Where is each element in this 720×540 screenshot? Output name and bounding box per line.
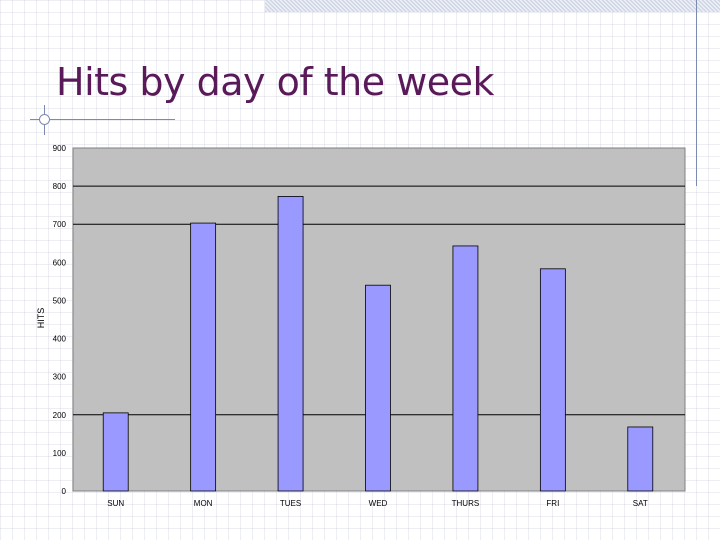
- y-tick-label: 0: [62, 487, 67, 496]
- y-axis-label: HITS: [36, 308, 46, 329]
- bar-wed: [365, 284, 391, 492]
- y-tick-label: 600: [53, 258, 67, 267]
- x-tick-label: FRI: [546, 499, 559, 508]
- x-tick-label: MON: [194, 499, 213, 508]
- x-tick-label: WED: [369, 499, 388, 508]
- y-tick-label: 500: [53, 296, 67, 305]
- bar-sun: [102, 412, 129, 492]
- bar-tues: [277, 196, 304, 492]
- y-tick-label: 700: [53, 220, 67, 229]
- x-tick-label: SUN: [107, 499, 124, 508]
- title-underline: [30, 119, 175, 120]
- slide-title: Hits by day of the week: [56, 60, 495, 104]
- bar-mon: [190, 222, 217, 492]
- x-tick-label: SAT: [633, 499, 648, 508]
- y-tick-label: 300: [53, 373, 67, 382]
- y-tick-label: 800: [53, 182, 67, 191]
- decorative-top-band: [265, 0, 720, 12]
- y-tick-label: 900: [53, 144, 67, 153]
- bar-fri: [539, 268, 566, 492]
- bars: [102, 196, 654, 492]
- x-tick-label: TUES: [280, 499, 301, 508]
- title-rule-circle-icon: [39, 114, 50, 125]
- y-tick-label: 400: [53, 335, 67, 344]
- decorative-right-line: [696, 0, 697, 186]
- x-tick-labels: SUN MON TUES WED THURS FRI SAT: [107, 499, 648, 508]
- x-tick-label: THURS: [452, 499, 480, 508]
- bar-sat: [627, 426, 654, 492]
- y-tick-label: 100: [53, 449, 67, 458]
- y-tick-labels: 0 100 200 300 400 500 600 700 800 900: [53, 144, 67, 496]
- bar-thurs: [452, 245, 479, 492]
- y-tick-label: 200: [53, 411, 67, 420]
